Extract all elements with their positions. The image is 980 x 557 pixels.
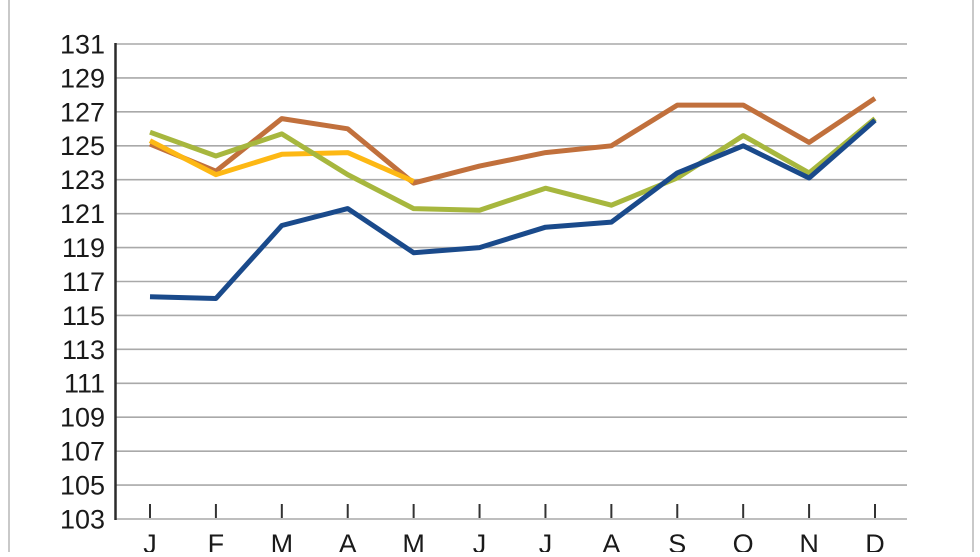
y-tick-label-117: 117 xyxy=(62,267,105,297)
page-border-frame xyxy=(8,0,974,552)
x-axis-ticks xyxy=(149,504,876,518)
y-tick-label-127: 127 xyxy=(60,97,105,127)
y-tick-label-115: 115 xyxy=(62,301,105,331)
series-dark-blue-line xyxy=(149,118,877,301)
x-tick-label-7: A xyxy=(602,529,620,552)
y-tick-label-111: 111 xyxy=(64,369,105,399)
x-tick-label-8: S xyxy=(668,529,686,552)
x-tick-label-11: D xyxy=(865,529,885,552)
y-tick-label-129: 129 xyxy=(60,63,105,93)
y-tick-label-107: 107 xyxy=(60,437,105,467)
y-tick-label-109: 109 xyxy=(60,403,105,433)
x-tick-label-4: M xyxy=(402,529,425,552)
x-tick-label-9: O xyxy=(733,529,754,552)
series-lines xyxy=(148,96,877,301)
y-tick-label-103: 103 xyxy=(60,504,105,534)
x-tick-label-6: J xyxy=(539,529,553,552)
y-tick-label-131: 131 xyxy=(60,29,105,59)
y-tick-label-121: 121 xyxy=(60,199,105,229)
series-orange-brown-line xyxy=(149,96,877,186)
y-tick-label-105: 105 xyxy=(60,471,105,501)
x-tick-label-10: N xyxy=(799,529,819,552)
x-tick-label-0: J xyxy=(143,529,157,552)
x-tick-label-3: A xyxy=(339,529,357,552)
x-tick-label-1: F xyxy=(208,529,225,552)
series-yellow-green-line xyxy=(149,116,877,213)
x-tick-label-2: M xyxy=(271,529,294,552)
y-tick-label-113: 113 xyxy=(62,335,105,365)
series-yellow-line xyxy=(148,138,415,184)
gridlines xyxy=(115,43,907,520)
x-tick-label-5: J xyxy=(473,529,487,552)
y-tick-label-123: 123 xyxy=(60,165,105,195)
y-tick-label-119: 119 xyxy=(62,233,105,263)
y-tick-label-125: 125 xyxy=(60,131,105,161)
